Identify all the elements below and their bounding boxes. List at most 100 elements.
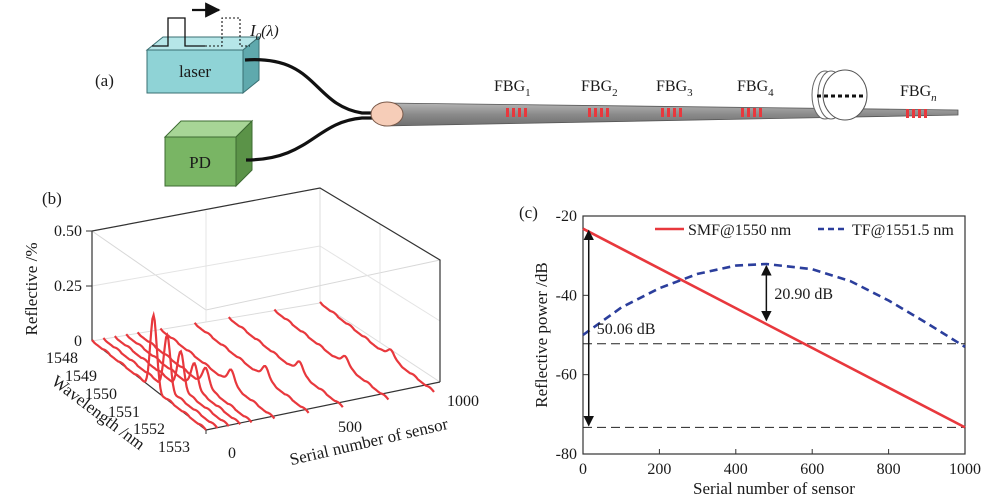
panel-c: (c) Reflective power /dB Serial number o… [519,203,981,498]
b-ztick-0: 0 [74,333,82,350]
pulse-label: I0(λ) [249,21,279,43]
b-stick-1000: 1000 [447,393,479,410]
pd-cable [245,116,380,162]
fbg-n-line [918,109,921,118]
fbg-n: FBGn [900,83,937,118]
fbg-2-line [600,108,603,117]
c-xtick-label: 1000 [949,461,981,478]
c-xtick-label: 0 [579,461,587,478]
legend-label-tf: TF@1551.5 nm [852,222,954,239]
pulse-waveform [152,17,205,47]
c-xlabel: Serial number of sensor [693,479,855,498]
c-annotation-label: 20.90 dB [774,286,833,303]
c-series-smf [582,227,966,429]
pulse-waveform-shifted [205,17,250,47]
b-wtick-1553: 1553 [158,439,190,456]
panel-a: (a) laser I0(λ) PD [95,2,959,188]
spectrum-line-sensor-100 [113,335,230,427]
c-series-tf [582,262,966,349]
fbg-n-line [912,109,915,118]
fbg-2: FBG2 [581,78,618,117]
fbg-1-grating [506,108,527,117]
spectrum-line-sensor-1000 [319,301,435,393]
b-wall-base-right [319,302,441,383]
fbg-1-line [518,108,521,117]
pd-box-front [164,136,237,187]
fbg-4-label: FBG4 [737,78,774,99]
spectrum-line-sensor-800 [273,308,390,401]
fbg-3-line [673,108,676,117]
fbg-n-label: FBGn [900,83,937,104]
fbg-group: FBG1 FBG2 FBG3 [494,78,937,118]
spectrum-line-sensor-600 [227,316,344,408]
fbg-4-grating [741,108,762,117]
spectrum-line-sensor-50 [102,332,219,429]
fbg-3-label: FBG3 [656,78,693,99]
c-series [582,227,966,429]
fbg-2-grating [588,108,609,117]
fbg-1: FBG1 [494,78,531,117]
b-frame-back [91,187,441,382]
c-plot-frame [582,215,966,455]
laser-box: laser [145,35,261,95]
c-legend: SMF@1550 nm TF@1551.5 nm [655,222,954,239]
b-ztick-025: 0.25 [54,278,82,295]
fbg-1-line [512,108,515,117]
spectrum-line-sensor-150 [125,333,242,425]
fbg-3-line [667,108,670,117]
fbg-1-label: FBG1 [494,78,531,99]
fbg-4: FBG4 [737,78,774,117]
laser-label: laser [179,62,211,81]
c-ytick-label: -60 [556,367,577,384]
b-axis-sensor [205,381,441,431]
b-wtick-1550: 1550 [85,386,117,403]
b-wtick-1552: 1552 [133,421,165,438]
pd-label: PD [189,153,211,172]
fbg-2-line [606,108,609,117]
b-wall-grid [319,245,441,322]
b-stick-0: 0 [228,445,236,462]
b-ztick-050: 0.50 [54,223,82,240]
c-ytick-label: -80 [556,446,577,463]
sensing-fiber [383,102,959,127]
fiber-spool [811,69,868,121]
fbg-2-line [588,108,591,117]
b-wtick-1549: 1549 [65,368,97,385]
c-ticks: 0 200 400 600 800 1000 -20 -40 -60 -80 [556,208,981,478]
panel-a-label: (a) [95,71,114,90]
pd-box: PD [163,119,254,188]
b-curves [91,301,435,431]
spectrum-line-sensor-450 [193,322,310,414]
b-stick-500: 500 [338,419,362,436]
spectrum-line-sensor-200 [136,331,253,424]
fbg-4-line [759,108,762,117]
fbg-3-grating [661,108,682,117]
b-wtick-1551: 1551 [108,404,140,421]
c-ytick-label: -40 [556,287,577,304]
panel-b: (b) 0 0.25 0.50 Reflective /% 1548 1549 … [22,187,479,469]
c-reference-lines [583,343,965,428]
c-xtick-label: 600 [800,461,824,478]
legend-label-smf: SMF@1550 nm [688,222,792,239]
laser-box-top [145,36,261,51]
fbg-3: FBG3 [656,78,693,117]
fbg-n-line [924,109,927,118]
fbg-n-grating [906,109,927,118]
pulse-signal: I0(λ) [152,2,279,47]
b-zlabel: Reflective /% [22,243,41,336]
laser-cable [244,58,380,115]
c-xtick-label: 400 [724,461,748,478]
fbg-4-line [741,108,744,117]
laser-box-front [146,49,244,94]
c-annotations: 20.90 dB 50.06 dB [583,229,833,427]
coupler [370,101,404,127]
b-wtick-1548: 1548 [46,350,78,367]
fbg-1-line [524,108,527,117]
spectrum-line-sensor-300 [159,327,276,420]
fbg-2-label: FBG2 [581,78,618,99]
fbg-3-line [661,108,664,117]
c-annotation-label: 50.06 dB [597,321,656,338]
fbg-3-line [679,108,682,117]
c-xtick-label: 800 [877,461,901,478]
